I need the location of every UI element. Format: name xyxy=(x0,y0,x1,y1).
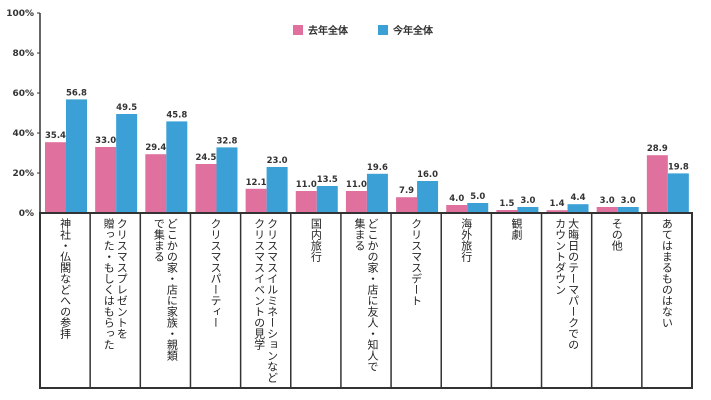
x-tick-label: 大晦日のテーマパークでの カウントダウン xyxy=(553,218,580,350)
data-label: 23.0 xyxy=(267,156,288,166)
bar-last-year xyxy=(496,210,518,213)
data-label: 4.0 xyxy=(449,194,464,204)
x-tick-label: クリスマスイルミネーションなど クリスマスイベントの見学 xyxy=(252,218,279,383)
bar-this-year xyxy=(166,121,188,213)
x-tick-label: クリスマスデート xyxy=(409,218,423,306)
data-label: 3.0 xyxy=(520,196,535,206)
bar-last-year xyxy=(396,197,418,213)
category-cell: 神社・仏閣などへの参拝 xyxy=(40,214,90,386)
x-tick-label: どこかの家・店に友人・知人で 集まる xyxy=(352,218,379,372)
bar-this-year xyxy=(266,167,288,213)
category-table-border xyxy=(39,212,693,389)
data-label: 33.0 xyxy=(95,136,116,146)
y-tick-label: 40% xyxy=(12,129,34,139)
x-tick-label: その他 xyxy=(610,218,624,251)
category-cell: クリスマスパーティー xyxy=(190,214,240,386)
data-label: 28.9 xyxy=(647,144,668,154)
category-cell: 大晦日のテーマパークでの カウントダウン xyxy=(542,214,592,386)
category-cell: クリスマスイルミネーションなど クリスマスイベントの見学 xyxy=(241,214,291,386)
bar-this-year xyxy=(66,99,87,213)
data-label: 13.5 xyxy=(317,175,338,185)
bar-last-year xyxy=(646,155,668,213)
bar-this-year xyxy=(667,173,689,213)
category-cell: 国内旅行 xyxy=(291,214,341,386)
category-cell: 観劇 xyxy=(491,214,541,386)
data-label: 3.0 xyxy=(621,196,636,206)
legend-label: 去年全体 xyxy=(308,24,349,37)
category-cell: クリスマスプレゼントを 贈った・もしくはもらった xyxy=(90,214,140,386)
bar-last-year xyxy=(446,205,468,213)
bar-last-year xyxy=(345,191,367,213)
x-tick-label: 海外旅行 xyxy=(459,218,473,262)
bar-this-year xyxy=(417,181,439,213)
y-tick-label: 60% xyxy=(12,89,34,99)
data-label: 11.0 xyxy=(296,180,317,190)
legend-swatch xyxy=(378,25,388,35)
data-label: 56.8 xyxy=(66,88,87,98)
data-label: 16.0 xyxy=(417,170,438,180)
x-tick-label: クリスマスプレゼントを 贈った・もしくはもらった xyxy=(102,218,129,350)
data-label: 19.6 xyxy=(367,163,388,173)
bar-last-year xyxy=(145,154,167,213)
bar-this-year xyxy=(366,173,388,213)
bar-last-year xyxy=(295,191,317,213)
x-tick-label: クリスマスパーティー xyxy=(209,218,223,328)
x-tick-label: 神社・仏閣などへの参拝 xyxy=(58,218,72,339)
y-tick-label: 100% xyxy=(6,9,34,19)
bar-this-year xyxy=(467,203,489,213)
data-label: 7.9 xyxy=(399,186,414,196)
category-cell: あてはまるものはない xyxy=(642,214,692,386)
x-tick-label: 国内旅行 xyxy=(309,218,323,262)
y-tick-label: 0% xyxy=(19,209,34,219)
data-label: 49.5 xyxy=(116,103,137,113)
category-cell: どこかの家・店に家族・親類 で集まる xyxy=(140,214,190,386)
category-cell: クリスマスデート xyxy=(391,214,441,386)
data-label: 35.4 xyxy=(45,131,66,141)
data-label: 1.5 xyxy=(499,199,514,209)
category-cell: その他 xyxy=(592,214,642,386)
data-label: 4.4 xyxy=(571,193,586,203)
category-cell: 海外旅行 xyxy=(441,214,491,386)
bar-this-year xyxy=(517,207,539,213)
data-label: 1.4 xyxy=(550,199,565,209)
bar-last-year xyxy=(546,210,568,213)
data-label: 5.0 xyxy=(470,192,485,202)
data-label: 29.4 xyxy=(145,143,166,153)
bar-last-year xyxy=(45,142,66,213)
data-label: 11.0 xyxy=(346,180,367,190)
bar-last-year xyxy=(245,188,267,213)
bar-last-year xyxy=(596,207,618,213)
bar-this-year xyxy=(316,186,338,213)
bar-this-year xyxy=(617,207,639,213)
x-tick-label: 観劇 xyxy=(509,218,523,240)
data-label: 19.8 xyxy=(668,162,689,172)
category-cell: どこかの家・店に友人・知人で 集まる xyxy=(341,214,391,386)
y-tick-label: 20% xyxy=(12,169,34,179)
data-label: 3.0 xyxy=(600,196,615,206)
data-label: 12.1 xyxy=(246,178,267,188)
bar-this-year xyxy=(116,114,138,213)
legend-swatch xyxy=(293,25,303,35)
bar-this-year xyxy=(567,204,589,213)
x-tick-label: どこかの家・店に家族・親類 で集まる xyxy=(152,218,179,361)
x-tick-label: あてはまるものはない xyxy=(660,218,674,328)
bar-last-year xyxy=(95,147,117,213)
y-tick-label: 80% xyxy=(12,49,34,59)
data-label: 45.8 xyxy=(166,110,187,120)
bar-last-year xyxy=(195,164,217,213)
legend-label: 今年全体 xyxy=(392,24,434,37)
data-label: 32.8 xyxy=(216,136,237,146)
data-label: 24.5 xyxy=(195,153,216,163)
bar-this-year xyxy=(216,147,238,213)
